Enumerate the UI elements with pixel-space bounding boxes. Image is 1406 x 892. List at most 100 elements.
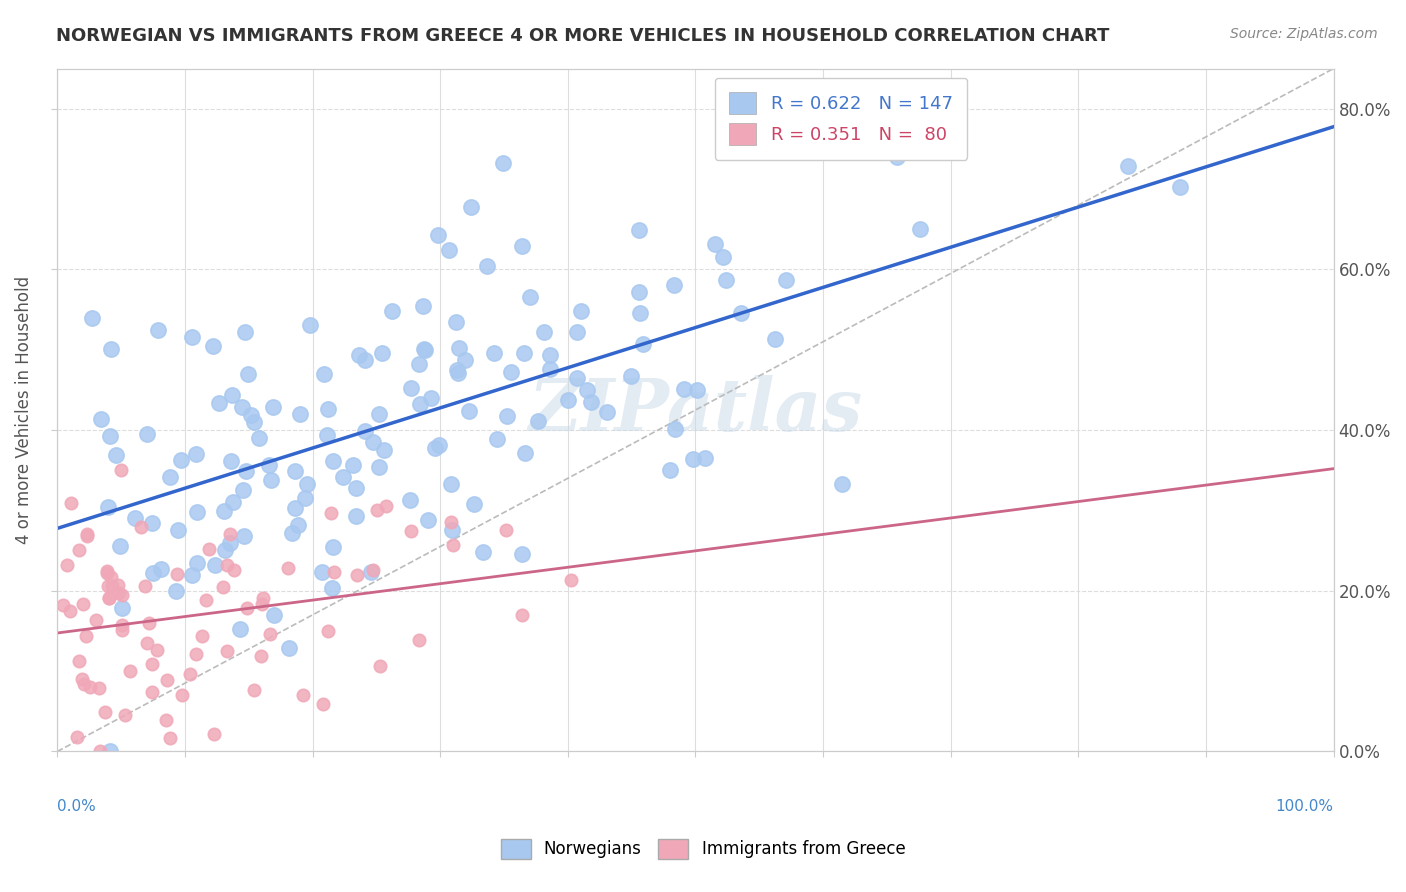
Point <box>495 523 517 537</box>
Point <box>412 299 434 313</box>
Point <box>413 343 436 357</box>
Point <box>97 591 120 606</box>
Point <box>170 452 193 467</box>
Point <box>197 541 219 556</box>
Point <box>156 673 179 687</box>
Point <box>236 601 259 615</box>
Point <box>441 523 464 537</box>
Text: 100.0%: 100.0% <box>1275 799 1334 814</box>
Point <box>686 383 709 397</box>
Point <box>138 616 160 631</box>
Point <box>908 221 931 235</box>
Point <box>322 454 344 468</box>
Point <box>370 658 392 673</box>
Point <box>575 383 598 397</box>
Point <box>100 744 122 758</box>
Point <box>100 342 122 356</box>
Point <box>664 278 686 293</box>
Point <box>67 654 90 668</box>
Point <box>631 336 654 351</box>
Point <box>763 332 786 346</box>
Point <box>280 526 302 541</box>
Point <box>370 345 392 359</box>
Point <box>704 236 727 251</box>
Point <box>513 445 536 459</box>
Point <box>460 200 482 214</box>
Point <box>277 561 299 575</box>
Point <box>76 529 98 543</box>
Point <box>75 629 97 643</box>
Point <box>287 518 309 533</box>
Point <box>107 578 129 592</box>
Point <box>118 664 141 678</box>
Point <box>243 415 266 429</box>
Point <box>342 458 364 472</box>
Point <box>186 557 208 571</box>
Point <box>108 539 131 553</box>
Point <box>321 581 343 595</box>
Point <box>579 395 602 409</box>
Point <box>375 499 398 513</box>
Point <box>471 545 494 559</box>
Point <box>482 346 505 360</box>
Point <box>408 632 430 647</box>
Point <box>228 622 250 636</box>
Point <box>202 727 225 741</box>
Point <box>278 640 301 655</box>
Point <box>416 513 439 527</box>
Point <box>519 290 541 304</box>
Point <box>263 607 285 622</box>
Point <box>538 361 561 376</box>
Point <box>322 565 344 579</box>
Point <box>59 604 82 618</box>
Point <box>361 434 384 449</box>
Point <box>101 579 124 593</box>
Point <box>711 250 734 264</box>
Point <box>408 357 430 371</box>
Point <box>97 578 120 592</box>
Point <box>664 422 686 436</box>
Point <box>458 403 481 417</box>
Point <box>72 597 94 611</box>
Point <box>51 598 73 612</box>
Point <box>571 303 593 318</box>
Point <box>219 453 242 467</box>
Point <box>499 365 522 379</box>
Point <box>409 397 432 411</box>
Point <box>538 348 561 362</box>
Point <box>831 476 853 491</box>
Text: 0.0%: 0.0% <box>58 799 96 814</box>
Point <box>447 366 470 380</box>
Point <box>440 477 463 491</box>
Point <box>886 150 908 164</box>
Point <box>1116 159 1139 173</box>
Point <box>141 657 163 671</box>
Point <box>111 588 134 602</box>
Point <box>114 707 136 722</box>
Legend: Norwegians, Immigrants from Greece: Norwegians, Immigrants from Greece <box>494 832 912 866</box>
Point <box>232 529 254 543</box>
Point <box>360 566 382 580</box>
Point <box>344 481 367 495</box>
Text: NORWEGIAN VS IMMIGRANTS FROM GREECE 4 OR MORE VEHICLES IN HOUSEHOLD CORRELATION : NORWEGIAN VS IMMIGRANTS FROM GREECE 4 OR… <box>56 27 1109 45</box>
Point <box>89 744 111 758</box>
Point <box>166 566 188 581</box>
Point <box>440 515 463 529</box>
Point <box>204 558 226 572</box>
Point <box>321 506 343 520</box>
Point <box>235 325 257 339</box>
Point <box>87 681 110 695</box>
Point <box>93 705 115 719</box>
Point <box>184 447 207 461</box>
Point <box>659 462 682 476</box>
Point <box>110 623 132 637</box>
Point <box>165 583 187 598</box>
Point <box>347 348 370 362</box>
Point <box>446 315 468 329</box>
Point <box>186 505 208 519</box>
Point <box>775 272 797 286</box>
Point <box>214 543 236 558</box>
Point <box>425 441 447 455</box>
Point <box>110 463 132 477</box>
Point <box>108 586 131 600</box>
